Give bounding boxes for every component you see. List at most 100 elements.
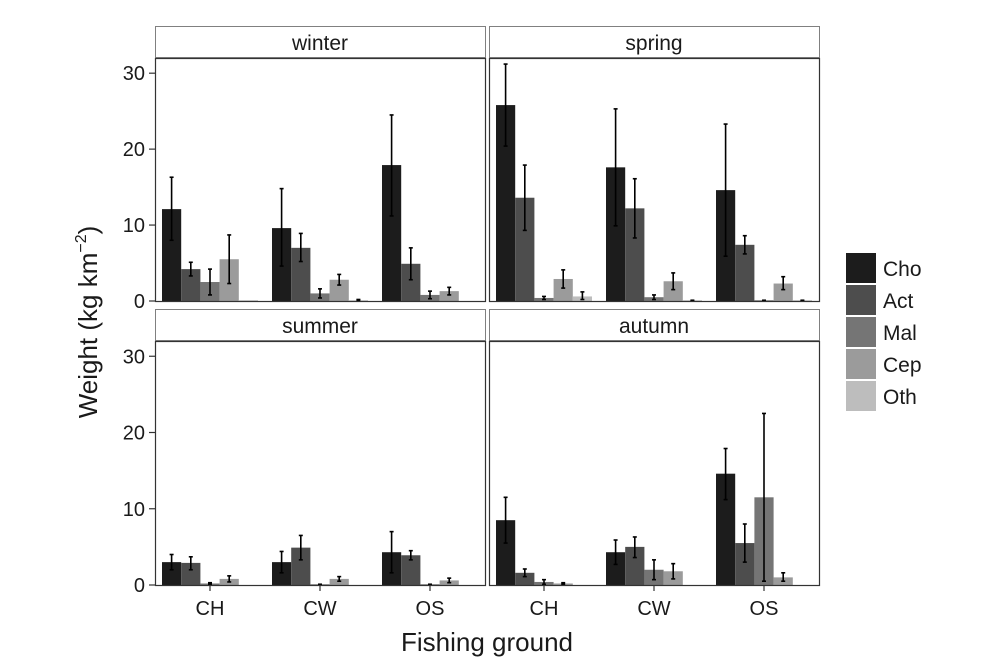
bar-winter-CH-Oth — [238, 300, 258, 301]
errorbar-summer-OS-Cho — [389, 530, 394, 574]
errorbar-summer-CW-Act — [298, 534, 303, 561]
panel-summer: summer — [154, 309, 487, 587]
bar-winter-CH-Cho — [162, 209, 182, 301]
errorbar-spring-CW-Mal — [652, 294, 656, 301]
errorbar-spring-CH-Act — [522, 164, 527, 232]
errorbar-spring-CW-Act — [632, 177, 637, 239]
bar-winter-OS-Cep — [439, 291, 459, 301]
errorbar-spring-OS-Oth — [800, 299, 805, 302]
legend-label-Mal: Mal — [883, 322, 917, 345]
legend: Cho Act Mal Cep Oth — [846, 253, 922, 411]
errorbar-summer-OS-Cep — [447, 577, 452, 584]
y-axis-title-suffix: ) — [73, 226, 103, 235]
y-tick-label: 10 — [123, 499, 145, 521]
errorbar-spring-CH-Oth — [580, 291, 585, 301]
errorbar-spring-CH-Cho — [503, 63, 508, 147]
errorbar-summer-CW-Cho — [279, 550, 284, 574]
legend-swatch-Cho — [846, 253, 876, 283]
errorbar-autumn-OS-Act — [742, 523, 747, 563]
legend-label-Cho: Cho — [883, 258, 922, 281]
bar-spring-CH-Cep — [553, 278, 573, 301]
bar-winter-CW-Act — [291, 247, 311, 301]
errorbar-winter-CW-Mal — [318, 288, 322, 299]
legend-label-Oth: Oth — [883, 386, 917, 409]
errorbar-autumn-OS-Cho — [723, 447, 728, 501]
errorbar-summer-CH-Act — [188, 555, 193, 571]
panel-autumn: autumn — [488, 309, 821, 587]
y-tick-label: 0 — [134, 575, 145, 597]
bar-winter-OS-Cho — [382, 165, 402, 301]
errorbar-winter-OS-Act — [408, 247, 413, 281]
x-tick-label-CW: CW — [303, 598, 336, 620]
strip-label-winter: winter — [291, 32, 348, 55]
bar-autumn-CW-Cho — [606, 552, 626, 585]
bar-summer-OS-Act — [401, 555, 421, 585]
y-axis-ticks: 0 10 20 30 0 10 20 30 — [123, 63, 155, 597]
errorbar-spring-CW-Cep — [671, 272, 676, 291]
errorbar-autumn-CH-Cep — [561, 581, 566, 586]
bar-spring-CW-Cep — [663, 281, 683, 301]
strip-label-autumn: autumn — [619, 315, 689, 338]
errorbar-summer-OS-Mal — [428, 583, 432, 586]
panels-layer: winter spring summer autumn — [154, 26, 821, 587]
errorbar-winter-CH-Cho — [169, 176, 174, 242]
errorbar-autumn-CW-Cep — [671, 562, 676, 580]
legend-swatch-Act — [846, 285, 876, 315]
errorbar-spring-CH-Cep — [561, 269, 566, 289]
errorbar-winter-CH-Cep — [227, 234, 232, 285]
strip-winter — [155, 26, 486, 58]
legend-label-Act: Act — [883, 290, 914, 313]
y-tick-label: 30 — [123, 63, 145, 85]
errorbar-summer-CH-Cep — [227, 575, 232, 583]
bar-spring-CW-Act — [625, 208, 645, 301]
errorbar-spring-OS-Mal — [762, 299, 766, 302]
legend-swatch-Mal — [846, 317, 876, 347]
errorbar-autumn-CW-Act — [632, 536, 637, 559]
bar-autumn-CH-Cho — [496, 520, 516, 585]
errorbar-winter-CW-Act — [298, 232, 303, 263]
errorbar-spring-OS-Act — [742, 234, 747, 255]
x-tick-label-CW: CW — [637, 598, 670, 620]
bar-summer-CH-Act — [181, 562, 201, 585]
y-tick-label: 10 — [123, 215, 145, 237]
bar-spring-OS-Cep — [773, 283, 793, 301]
x-tick-label-OS: OS — [750, 598, 779, 620]
y-axis-title: Weight (kg km−2) — [73, 226, 103, 419]
plot-area-summer — [154, 340, 487, 587]
strip-autumn — [489, 309, 820, 341]
y-tick-label: 20 — [123, 423, 145, 445]
errorbar-summer-CW-Cep — [337, 575, 342, 582]
errorbar-autumn-CH-Act — [522, 568, 527, 578]
errorbar-autumn-OS-Cep — [781, 571, 786, 582]
errorbar-spring-OS-Cho — [723, 123, 728, 257]
bar-spring-CW-Cho — [606, 167, 626, 301]
x-axis-ticks: CH CW OS CH CW OS — [196, 585, 779, 620]
bar-winter-OS-Act — [401, 263, 421, 301]
errorbar-winter-CW-Oth — [356, 298, 361, 302]
errorbar-autumn-CW-Mal — [652, 559, 656, 581]
x-tick-label-CH: CH — [196, 598, 225, 620]
panel-winter: winter — [154, 26, 487, 303]
x-tick-label-CH: CH — [530, 598, 559, 620]
bar-spring-CH-Act — [515, 197, 535, 301]
errorbar-winter-OS-Cep — [447, 286, 452, 296]
panel-spring: spring — [488, 26, 821, 303]
errorbar-spring-CW-Cho — [613, 108, 618, 227]
strip-spring — [489, 26, 820, 58]
y-tick-label: 30 — [123, 346, 145, 368]
errorbar-winter-OS-Mal — [428, 290, 432, 300]
y-axis-title-superscript: −2 — [73, 234, 90, 252]
bar-winter-CH-Act — [181, 269, 201, 301]
errorbar-autumn-OS-Mal — [762, 412, 766, 582]
strip-summer — [155, 309, 486, 341]
errorbar-summer-CH-Cho — [169, 553, 174, 571]
legend-label-Cep: Cep — [883, 354, 922, 377]
y-tick-label: 20 — [123, 139, 145, 161]
x-tick-label-OS: OS — [416, 598, 445, 620]
strip-label-summer: summer — [282, 315, 358, 338]
y-axis-title-main: Weight (kg km — [73, 253, 103, 419]
bar-autumn-OS-Act — [735, 543, 755, 585]
errorbar-autumn-CH-Mal — [542, 578, 546, 586]
errorbar-winter-CW-Cho — [279, 187, 284, 267]
